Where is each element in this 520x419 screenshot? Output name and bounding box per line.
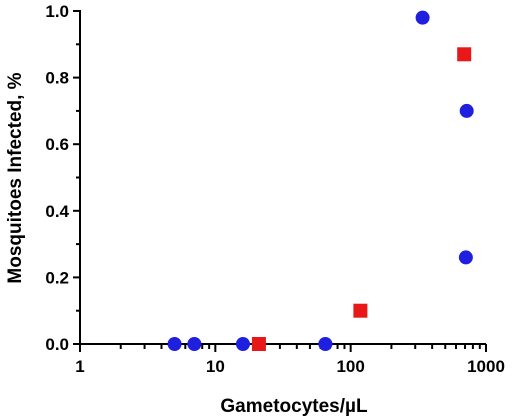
y-tick-label: 0.8 — [45, 69, 69, 88]
y-tick-label: 0.6 — [45, 135, 69, 154]
y-tick-label: 1.0 — [45, 2, 69, 21]
data-point-circle — [187, 337, 202, 351]
chart-ticks: 0.0 0.2 0.4 0.6 0.8 1.0 1 10 100 1000 — [45, 2, 505, 376]
x-axis-title: Gametocytes/µL — [220, 396, 368, 417]
x-tick-label: 10 — [206, 357, 225, 376]
y-tick-label: 0.0 — [45, 335, 69, 354]
chart-axes — [79, 10, 486, 345]
x-tick-label: 100 — [336, 357, 364, 376]
y-tick-label: 0.4 — [45, 202, 69, 221]
data-point-circle — [459, 103, 474, 118]
data-point-circle — [458, 250, 473, 265]
chart-marks — [167, 10, 474, 351]
data-point-circle — [318, 337, 333, 351]
data-point-circle — [167, 337, 182, 351]
data-point-circle — [235, 337, 250, 351]
x-tick-label: 1 — [75, 357, 84, 376]
data-point-square — [353, 303, 368, 318]
x-tick-label: 1000 — [467, 357, 505, 376]
y-tick-label: 0.2 — [45, 268, 69, 287]
data-point-square — [251, 337, 266, 351]
data-point-circle — [415, 10, 430, 25]
y-axis-title: Mosquitoes Infected, % — [5, 72, 26, 283]
data-point-square — [457, 47, 472, 62]
